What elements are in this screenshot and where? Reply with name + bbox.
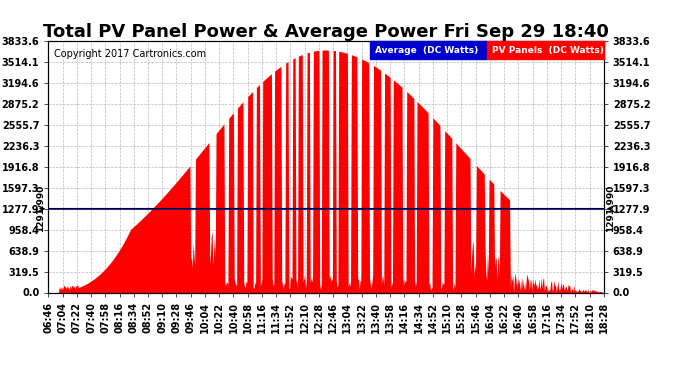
Title: Total PV Panel Power & Average Power Fri Sep 29 18:40: Total PV Panel Power & Average Power Fri…	[43, 23, 609, 41]
Bar	[371, 41, 487, 59]
Text: 1291.990: 1291.990	[607, 184, 615, 231]
Text: Average  (DC Watts): Average (DC Watts)	[375, 45, 478, 54]
Text: Copyright 2017 Cartronics.com: Copyright 2017 Cartronics.com	[54, 49, 206, 59]
Bar	[487, 41, 604, 59]
Text: 1291.990: 1291.990	[37, 184, 46, 231]
Text: PV Panels  (DC Watts): PV Panels (DC Watts)	[492, 45, 604, 54]
